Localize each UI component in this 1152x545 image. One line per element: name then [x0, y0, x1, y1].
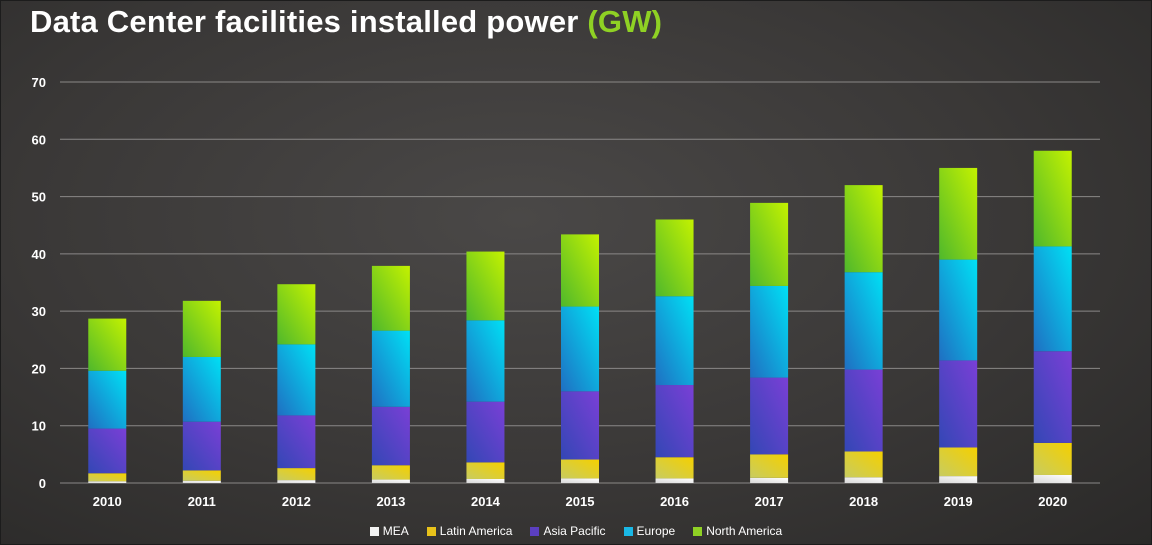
legend-item-latin-america: Latin America — [426, 524, 513, 538]
bar-mea-2016 — [655, 478, 694, 483]
legend: MEA Latin America Asia Pacific Europe North … — [0, 524, 1152, 538]
y-tick-label: 60 — [32, 132, 46, 147]
bar-north-america-2010 — [88, 318, 127, 371]
chart-title-unit: (GW) — [587, 4, 663, 39]
bar-latin-america-2015 — [561, 459, 599, 479]
bar-latin-america-2020 — [1033, 442, 1072, 475]
bar-europe-2014 — [466, 320, 505, 402]
y-tick-label: 10 — [32, 419, 46, 434]
legend-item-europe: Europe — [623, 524, 676, 538]
bar-asia-pacific-2011 — [182, 421, 221, 471]
y-axis-ticks: 0 10 20 30 40 50 60 70 — [32, 75, 46, 491]
bar-latin-america-2012 — [277, 468, 316, 481]
bar-europe-2010 — [88, 370, 127, 429]
bar-north-america-2020 — [1033, 150, 1072, 247]
bar-europe-2017 — [750, 285, 789, 378]
legend-item-asia-pacific: Asia Pacific — [530, 524, 606, 538]
bar-north-america-2012 — [277, 284, 316, 345]
bars — [88, 150, 1072, 483]
bar-asia-pacific-2019 — [939, 360, 978, 448]
x-tick-label: 2016 — [660, 494, 689, 509]
bar-europe-2018 — [844, 272, 883, 370]
bar-north-america-2017 — [750, 202, 789, 286]
bar-latin-america-2010 — [88, 473, 127, 482]
bar-north-america-2015 — [561, 234, 599, 307]
legend-swatch — [369, 526, 379, 536]
bar-asia-pacific-2014 — [466, 401, 505, 463]
bar-latin-america-2018 — [844, 451, 883, 478]
bar-mea-2012 — [277, 480, 316, 483]
bar-north-america-2013 — [371, 265, 410, 331]
y-tick-label: 0 — [39, 476, 46, 491]
bar-mea-2020 — [1033, 474, 1072, 483]
chart-title: Data Center facilities installed power (… — [30, 4, 662, 40]
bar-asia-pacific-2015 — [561, 391, 599, 460]
legend-label: North America — [706, 524, 783, 538]
bar-north-america-2018 — [844, 185, 883, 273]
legend-item-north-america: North America — [693, 524, 782, 538]
bar-latin-america-2019 — [939, 447, 978, 477]
legend-swatch — [693, 526, 703, 536]
bar-asia-pacific-2016 — [655, 385, 694, 458]
bar-latin-america-2016 — [655, 457, 694, 479]
bar-mea-2015 — [561, 478, 599, 483]
bar-north-america-2016 — [655, 219, 694, 297]
bar-asia-pacific-2017 — [750, 377, 789, 455]
bar-asia-pacific-2013 — [371, 406, 410, 466]
bar-asia-pacific-2010 — [88, 428, 127, 474]
x-tick-label: 2015 — [566, 494, 595, 509]
bar-north-america-2019 — [939, 167, 978, 260]
legend-item-mea: MEA — [369, 524, 409, 538]
x-tick-label: 2012 — [282, 494, 311, 509]
legend-label: MEA — [382, 524, 409, 538]
y-tick-label: 20 — [32, 361, 46, 376]
legend-swatch — [426, 526, 436, 536]
x-tick-label: 2011 — [188, 494, 216, 509]
bar-latin-america-2013 — [371, 465, 410, 480]
bar-mea-2017 — [750, 477, 789, 483]
y-tick-label: 50 — [32, 190, 46, 205]
bar-europe-2019 — [939, 259, 978, 361]
y-tick-label: 40 — [32, 247, 46, 262]
bar-mea-2018 — [844, 477, 883, 483]
bar-north-america-2011 — [182, 300, 221, 357]
bar-latin-america-2017 — [750, 454, 789, 478]
bar-mea-2013 — [371, 479, 410, 483]
bar-mea-2014 — [466, 478, 505, 483]
x-axis-ticks: 2010 2011 2012 2013 2014 2015 2016 2017 2018 2019… — [93, 494, 1067, 509]
x-tick-label: 2019 — [944, 494, 973, 509]
legend-label: Asia Pacific — [543, 524, 606, 538]
x-tick-label: 2014 — [471, 494, 501, 509]
x-tick-label: 2020 — [1038, 494, 1067, 509]
x-tick-label: 2010 — [93, 494, 122, 509]
bar-asia-pacific-2012 — [277, 415, 316, 469]
legend-swatch — [530, 526, 540, 536]
bar-europe-2012 — [277, 344, 316, 416]
legend-label: Latin America — [439, 524, 513, 538]
bar-europe-2016 — [655, 296, 694, 386]
bar-latin-america-2011 — [182, 470, 221, 481]
bar-north-america-2014 — [466, 251, 505, 321]
bar-europe-2013 — [371, 330, 410, 407]
legend-swatch — [623, 526, 633, 536]
bar-asia-pacific-2020 — [1033, 351, 1072, 443]
bar-europe-2011 — [182, 356, 221, 422]
bar-mea-2010 — [88, 481, 127, 483]
y-tick-label: 70 — [32, 75, 46, 90]
bar-mea-2019 — [939, 476, 978, 483]
bar-europe-2020 — [1033, 246, 1072, 352]
y-tick-label: 30 — [32, 304, 46, 319]
legend-label: Europe — [636, 524, 676, 538]
x-tick-label: 2018 — [849, 494, 878, 509]
bar-latin-america-2014 — [466, 462, 505, 479]
bar-europe-2015 — [561, 306, 599, 392]
bar-asia-pacific-2018 — [844, 369, 883, 452]
x-tick-label: 2013 — [376, 494, 405, 509]
bar-mea-2011 — [182, 480, 221, 483]
x-tick-label: 2017 — [755, 494, 784, 509]
chart-title-main: Data Center facilities installed power — [30, 4, 579, 39]
